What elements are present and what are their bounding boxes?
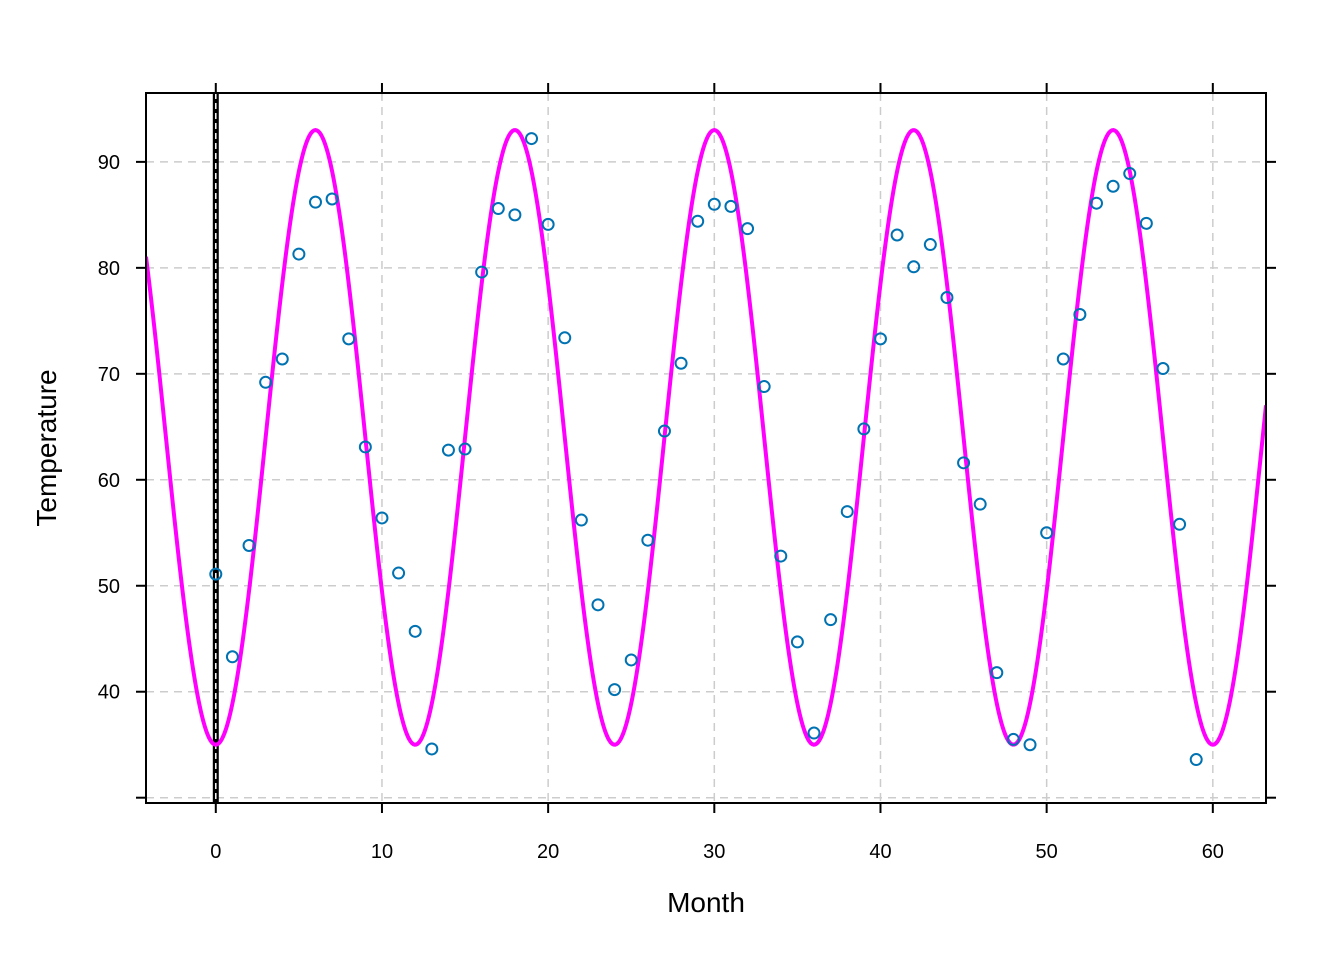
data-point xyxy=(475,265,489,279)
data-point xyxy=(1139,216,1153,230)
y-tick-label: 50 xyxy=(98,576,120,598)
x-tick-label: 0 xyxy=(210,841,221,863)
data-point xyxy=(674,356,688,370)
data-point xyxy=(1189,753,1203,767)
data-point xyxy=(1090,196,1104,210)
data-point xyxy=(657,424,671,438)
data-point xyxy=(275,352,289,366)
data-point xyxy=(1106,179,1120,193)
x-tick-label: 40 xyxy=(869,841,891,863)
x-tick-label: 50 xyxy=(1036,841,1058,863)
grid-lines xyxy=(146,93,1266,803)
axis-ticks: 0 10 20 30 40 50 60 40 50 60 70 80 90 xyxy=(98,83,1276,863)
plot-frame xyxy=(145,92,1267,804)
x-tick-label: 30 xyxy=(703,841,725,863)
y-tick-label: 40 xyxy=(98,682,120,704)
data-point xyxy=(641,533,655,547)
x-tick-label: 60 xyxy=(1202,841,1224,863)
data-point xyxy=(990,666,1004,680)
data-point xyxy=(1023,738,1037,752)
data-point xyxy=(824,613,838,627)
y-tick-label: 70 xyxy=(98,364,120,386)
data-point xyxy=(691,214,705,228)
data-point xyxy=(259,375,273,389)
data-point xyxy=(441,443,455,457)
x-tick-label: 20 xyxy=(537,841,559,863)
data-point xyxy=(774,549,788,563)
data-point xyxy=(923,238,937,252)
data-point xyxy=(458,442,472,456)
y-tick-label: 80 xyxy=(98,258,120,280)
fitted-curve-layer xyxy=(146,128,1266,747)
data-point xyxy=(1123,167,1137,181)
x-axis-title: Month xyxy=(667,887,745,918)
data-point xyxy=(1073,307,1087,321)
data-point xyxy=(807,726,821,740)
data-point xyxy=(890,228,904,242)
data-point xyxy=(591,598,605,612)
data-point xyxy=(425,742,439,756)
data-point xyxy=(973,497,987,511)
data-point xyxy=(292,247,306,261)
data-point xyxy=(940,291,954,305)
y-tick-label: 60 xyxy=(98,470,120,492)
data-point xyxy=(1156,362,1170,376)
data-point xyxy=(508,208,522,222)
data-point xyxy=(242,538,256,552)
data-point xyxy=(491,202,505,216)
data-point xyxy=(840,505,854,519)
data-point xyxy=(707,197,721,211)
data-point xyxy=(558,331,572,345)
data-point xyxy=(757,380,771,394)
y-axis-title: Temperature xyxy=(31,369,62,526)
data-point xyxy=(325,192,339,206)
data-point xyxy=(608,683,622,697)
data-point xyxy=(541,217,555,231)
y-tick-label: 90 xyxy=(98,152,120,174)
data-point xyxy=(1006,732,1020,746)
data-point xyxy=(857,422,871,436)
data-point xyxy=(907,260,921,274)
data-point xyxy=(873,332,887,346)
data-point xyxy=(342,332,356,346)
fitted-curve xyxy=(146,128,1266,747)
x-tick-label: 10 xyxy=(371,841,393,863)
data-point xyxy=(408,624,422,638)
data-point xyxy=(375,511,389,525)
data-point xyxy=(1056,352,1070,366)
data-point xyxy=(1173,517,1187,531)
data-point xyxy=(724,199,738,213)
data-point xyxy=(574,513,588,527)
data-point xyxy=(1040,526,1054,540)
data-point xyxy=(741,222,755,236)
data-point xyxy=(624,653,638,667)
data-point xyxy=(358,440,372,454)
data-points xyxy=(209,132,1203,767)
data-point xyxy=(225,650,239,664)
data-point xyxy=(790,635,804,649)
data-point xyxy=(525,132,539,146)
data-point xyxy=(209,567,223,581)
data-point xyxy=(392,566,406,580)
data-point xyxy=(957,456,971,470)
data-point xyxy=(308,195,322,209)
